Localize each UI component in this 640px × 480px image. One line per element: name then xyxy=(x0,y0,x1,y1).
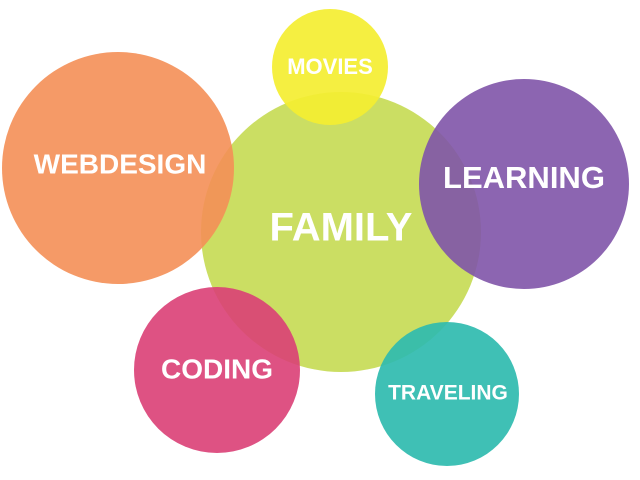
bubble-webdesign-label: WEBDESIGN xyxy=(34,148,207,179)
bubble-learning-label: LEARNING xyxy=(443,160,605,195)
bubble-movies: MOVIES xyxy=(272,9,388,125)
bubble-family-label: FAMILY xyxy=(270,206,413,250)
bubble-learning-circle xyxy=(419,79,629,289)
bubble-movies-circle xyxy=(272,9,388,125)
bubble-webdesign: WEBDESIGN xyxy=(2,52,234,284)
bubble-traveling-circle xyxy=(375,322,519,466)
bubble-family: FAMILY xyxy=(201,92,481,372)
bubble-traveling-label: TRAVELING xyxy=(388,382,508,405)
bubble-family-circle xyxy=(201,92,481,372)
bubble-coding-label: CODING xyxy=(161,353,273,384)
bubble-coding: CODING xyxy=(134,287,300,453)
bubble-webdesign-circle xyxy=(2,52,234,284)
bubble-learning: LEARNING xyxy=(419,79,629,289)
bubble-traveling: TRAVELING xyxy=(375,322,519,466)
bubble-coding-circle xyxy=(134,287,300,453)
bubble-movies-label: MOVIES xyxy=(287,54,373,79)
